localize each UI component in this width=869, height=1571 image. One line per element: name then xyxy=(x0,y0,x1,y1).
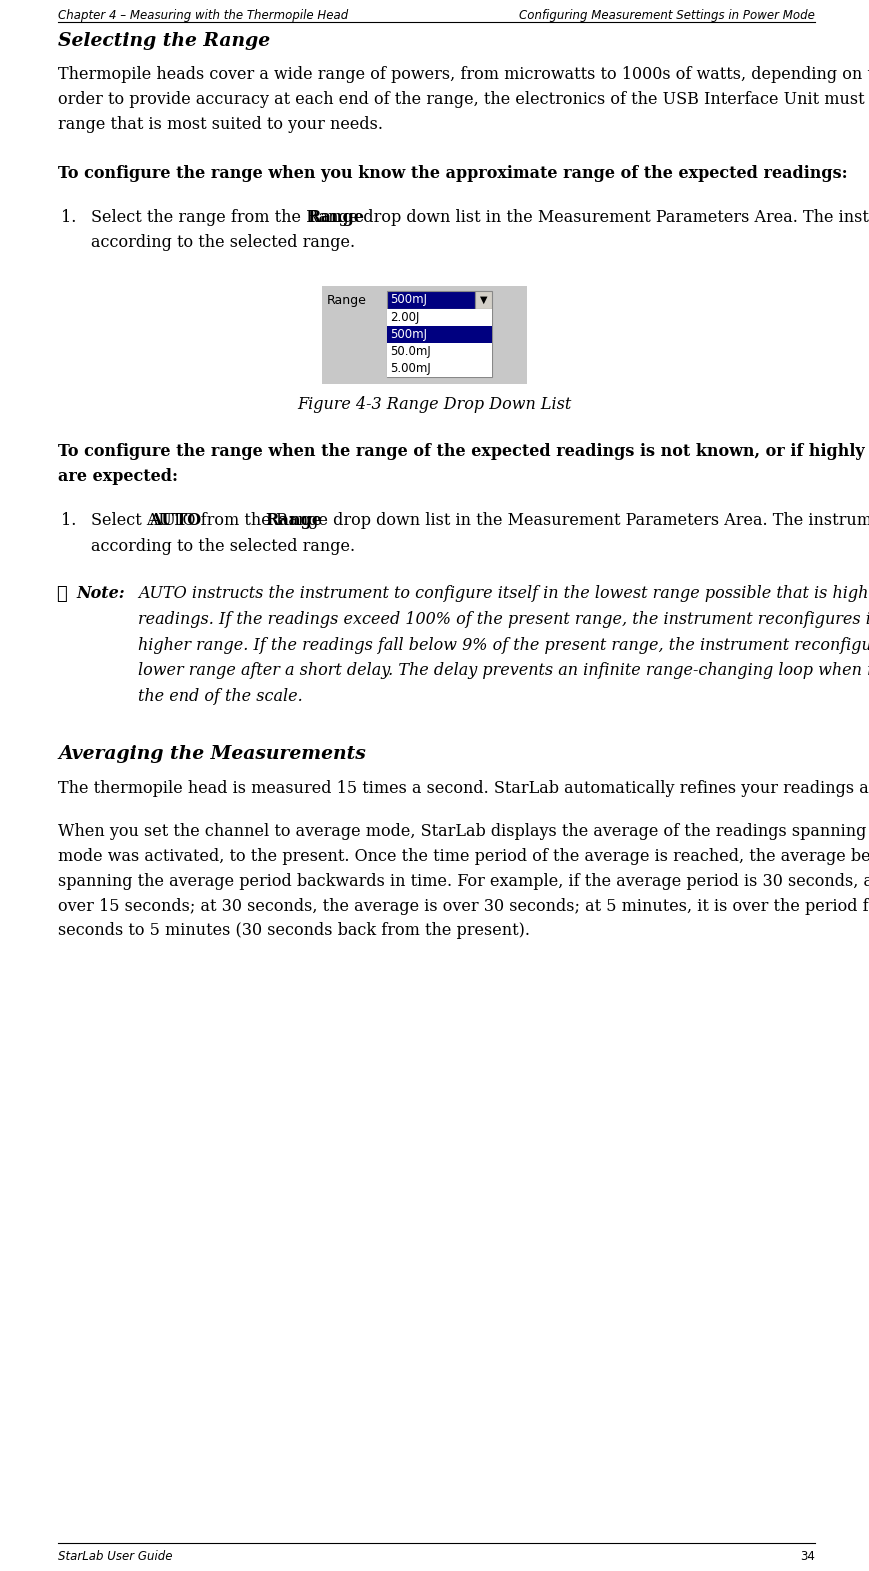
Bar xyxy=(387,342,492,360)
Text: When you set the channel to average mode, StarLab displays the average of the re: When you set the channel to average mode… xyxy=(58,823,869,939)
Text: the end of the scale.: the end of the scale. xyxy=(138,688,302,705)
Text: Figure 4-3 Range Drop Down List: Figure 4-3 Range Drop Down List xyxy=(297,396,572,413)
Bar xyxy=(322,286,527,383)
Bar xyxy=(387,360,492,377)
Text: Chapter 4 – Measuring with the Thermopile Head: Chapter 4 – Measuring with the Thermopil… xyxy=(58,9,348,22)
Text: Note:: Note: xyxy=(76,586,124,603)
Text: 1.: 1. xyxy=(61,209,76,226)
Text: 🖊: 🖊 xyxy=(56,586,67,603)
Text: Select the range from the Range drop down list in the Measurement Parameters Are: Select the range from the Range drop dow… xyxy=(91,209,869,226)
Bar xyxy=(387,325,492,342)
Text: ▼: ▼ xyxy=(480,295,488,305)
Text: AUTO: AUTO xyxy=(149,512,202,529)
Text: higher range. If the readings fall below 9% of the present range, the instrument: higher range. If the readings fall below… xyxy=(138,636,869,654)
Text: 1.: 1. xyxy=(61,512,76,529)
Text: Averaging the Measurements: Averaging the Measurements xyxy=(58,745,366,764)
Text: 500mJ: 500mJ xyxy=(390,328,427,341)
Text: The thermopile head is measured 15 times a second. StarLab automatically refines: The thermopile head is measured 15 times… xyxy=(58,779,869,796)
Text: readings. If the readings exceed 100% of the present range, the instrument recon: readings. If the readings exceed 100% of… xyxy=(138,611,869,628)
Text: Range: Range xyxy=(307,209,364,226)
Text: Thermopile heads cover a wide range of powers, from microwatts to 1000s of watts: Thermopile heads cover a wide range of p… xyxy=(58,66,869,134)
Text: Selecting the Range: Selecting the Range xyxy=(58,31,270,50)
Text: Range: Range xyxy=(265,512,322,529)
Text: Select AUTO from the Range drop down list in the Measurement Parameters Area. Th: Select AUTO from the Range drop down lis… xyxy=(91,512,869,529)
Text: lower range after a short delay. The delay prevents an infinite range-changing l: lower range after a short delay. The del… xyxy=(138,661,869,679)
Text: Range: Range xyxy=(327,294,367,306)
Text: To configure the range when the range of the expected readings is not known, or : To configure the range when the range of… xyxy=(58,443,869,485)
Bar xyxy=(387,309,492,325)
Bar xyxy=(387,291,475,309)
Bar xyxy=(475,291,492,309)
Text: 50.0mJ: 50.0mJ xyxy=(390,344,431,358)
Text: StarLab User Guide: StarLab User Guide xyxy=(58,1551,173,1563)
Text: 500mJ: 500mJ xyxy=(390,292,427,306)
Text: 5.00mJ: 5.00mJ xyxy=(390,361,431,375)
Text: according to the selected range.: according to the selected range. xyxy=(91,537,355,555)
Text: Configuring Measurement Settings in Power Mode: Configuring Measurement Settings in Powe… xyxy=(519,9,815,22)
Text: To configure the range when you know the approximate range of the expected readi: To configure the range when you know the… xyxy=(58,165,847,182)
Text: 34: 34 xyxy=(800,1551,815,1563)
Text: according to the selected range.: according to the selected range. xyxy=(91,234,355,251)
Text: 2.00J: 2.00J xyxy=(390,311,420,324)
Bar xyxy=(387,309,492,377)
Text: AUTO instructs the instrument to configure itself in the lowest range possible t: AUTO instructs the instrument to configu… xyxy=(138,586,869,603)
